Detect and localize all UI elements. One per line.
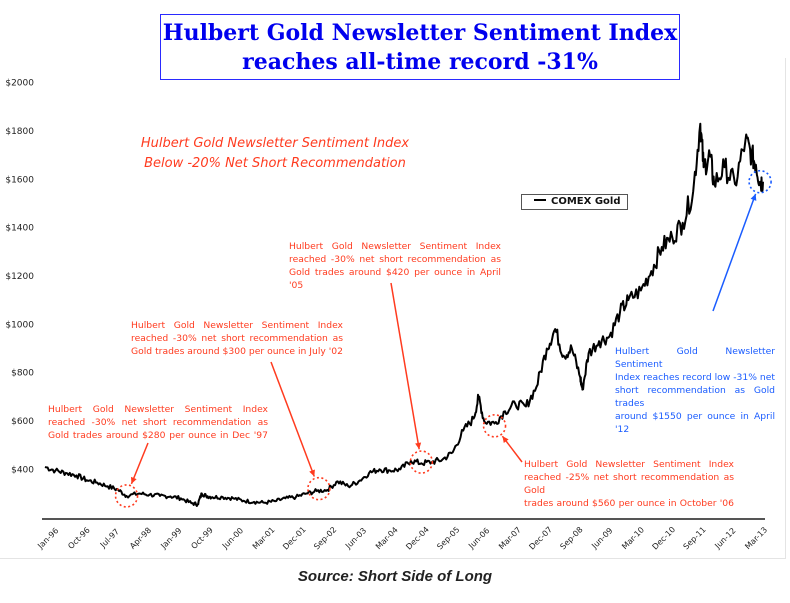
x-tick-label: Jul-97 xyxy=(98,527,121,550)
chart-subtitle: Hulbert Gold Newsletter Sentiment Index … xyxy=(110,134,440,174)
annotation-line: Hulbert Gold Newsletter Sentiment Index xyxy=(289,241,501,252)
x-tick-label: Sep-08 xyxy=(558,525,584,551)
annotation-line: short recommendation as Gold trades xyxy=(615,385,775,409)
x-tick-label: Sep-11 xyxy=(682,525,708,551)
annotation-line: reached -25% net short recommendation as… xyxy=(524,472,734,496)
x-tick-label: Jun-00 xyxy=(220,526,245,551)
page-title-line1: Hulbert Gold Newsletter Sentiment Index xyxy=(162,20,678,46)
annotation-line: Gold trades around $280 per ounce in Dec… xyxy=(48,430,268,441)
annotation-line: reached -30% net short recommendation as xyxy=(131,333,343,344)
x-tick-label: Mar-04 xyxy=(374,525,400,551)
x-tick-label: Jun-12 xyxy=(713,526,738,551)
annotation-arrowhead xyxy=(750,193,757,201)
legend-label: COMEX Gold xyxy=(551,196,621,207)
x-tick-label: Sep-02 xyxy=(312,525,338,551)
annotation-oct06: Hulbert Gold Newsletter Sentiment Index … xyxy=(524,458,734,510)
y-tick-label: $1800 xyxy=(5,127,34,137)
x-tick-label: Jan-99 xyxy=(158,526,183,551)
legend: COMEX Gold xyxy=(521,194,628,210)
annotation-apr12: Hulbert Gold Newsletter Sentiment Index … xyxy=(615,345,775,436)
annotation-arrowhead xyxy=(130,476,137,484)
y-axis: $400 $600 $800 $1000 $1200 $1400 $1600 $1800 $20… xyxy=(5,79,34,476)
x-tick-label: Oct-99 xyxy=(189,526,214,551)
annotation-line: Hulbert Gold Newsletter Sentiment Index xyxy=(524,459,734,470)
y-tick-label: $2000 xyxy=(5,79,34,89)
x-tick-label: Apr-98 xyxy=(128,526,153,551)
subtitle-line2: Below -20% Net Short Recommendation xyxy=(144,156,406,171)
annotation-line: Hulbert Gold Newsletter Sentiment Index xyxy=(48,404,268,415)
x-tick-label: Jan-96 xyxy=(35,526,60,551)
annotation-arrow xyxy=(270,361,316,477)
annotation-arrow xyxy=(712,193,757,312)
y-tick-label: $1600 xyxy=(5,175,34,185)
x-tick-label: Oct-96 xyxy=(66,526,91,551)
x-tick-label: Jun-09 xyxy=(589,526,614,551)
annotation-marks xyxy=(114,169,772,508)
annotation-circle xyxy=(748,169,772,194)
y-tick-label: $1400 xyxy=(5,224,34,234)
y-tick-label: $1000 xyxy=(5,320,34,330)
annotation-circle xyxy=(307,476,331,501)
subtitle-line1: Hulbert Gold Newsletter Sentiment Index xyxy=(140,136,410,151)
annotation-dec97: Hulbert Gold Newsletter Sentiment Index … xyxy=(48,403,268,442)
annotation-circle xyxy=(482,414,507,438)
annotation-arrowhead xyxy=(309,469,315,477)
annotation-line: trades around $560 per ounce in October … xyxy=(524,498,734,509)
annotation-line: around $1550 per ounce in April '12 xyxy=(615,411,775,435)
annotation-apr05: Hulbert Gold Newsletter Sentiment Index … xyxy=(289,240,501,292)
x-tick-label: Dec-10 xyxy=(651,525,678,552)
annotation-circle xyxy=(114,484,139,508)
x-tick-label: Dec-01 xyxy=(281,525,308,552)
legend-swatch xyxy=(534,199,546,201)
annotation-arrowhead xyxy=(502,436,509,444)
x-tick-label: Mar-10 xyxy=(620,525,646,551)
source-caption: Source: Short Side of Long xyxy=(297,568,493,585)
x-axis: Jan-96 Oct-96 Jul-97 Apr-98 Jan-99 Oct-99 Jun-… xyxy=(35,525,769,552)
y-tick-label: $1200 xyxy=(5,272,34,282)
series-line-comex-gold xyxy=(44,122,764,507)
page-title-box: Hulbert Gold Newsletter Sentiment Index … xyxy=(160,14,680,80)
annotation-arrow xyxy=(130,442,149,485)
x-tick-label: Jun-06 xyxy=(466,526,491,551)
annotation-circle xyxy=(409,450,434,474)
chart-panel xyxy=(0,58,786,559)
annotation-arrow xyxy=(390,282,420,450)
annotation-jul02: Hulbert Gold Newsletter Sentiment Index … xyxy=(131,319,343,358)
page-title-line2: reaches all-time record -31% xyxy=(242,49,598,75)
annotation-arrowhead xyxy=(415,442,422,450)
x-tick-label: Mar-13 xyxy=(743,525,769,551)
annotation-line: Index reaches record low -31% net xyxy=(615,372,775,383)
x-tick-label: Mar-01 xyxy=(251,525,277,551)
x-tick-label: Dec-04 xyxy=(404,525,431,552)
annotation-line: Hulbert Gold Newsletter Sentiment xyxy=(615,346,775,370)
annotation-line: reached -30% net short recommendation as xyxy=(289,254,501,265)
annotation-line: Hulbert Gold Newsletter Sentiment Index xyxy=(131,320,343,331)
annotation-line: Gold trades around $420 per ounce in Apr… xyxy=(289,267,501,291)
annotation-line: reached -30% net short recommendation as xyxy=(48,417,268,428)
x-tick-label: Sep-05 xyxy=(435,525,461,551)
x-tick-label: Mar-07 xyxy=(497,525,523,551)
x-tick-label: Dec-07 xyxy=(527,525,554,552)
y-tick-label: $600 xyxy=(11,417,34,427)
y-tick-label: $400 xyxy=(11,465,34,475)
x-tick-label: Jun-03 xyxy=(343,526,368,551)
annotation-line: Gold trades around $300 per ounce in Jul… xyxy=(131,346,343,357)
y-tick-label: $800 xyxy=(11,369,34,379)
